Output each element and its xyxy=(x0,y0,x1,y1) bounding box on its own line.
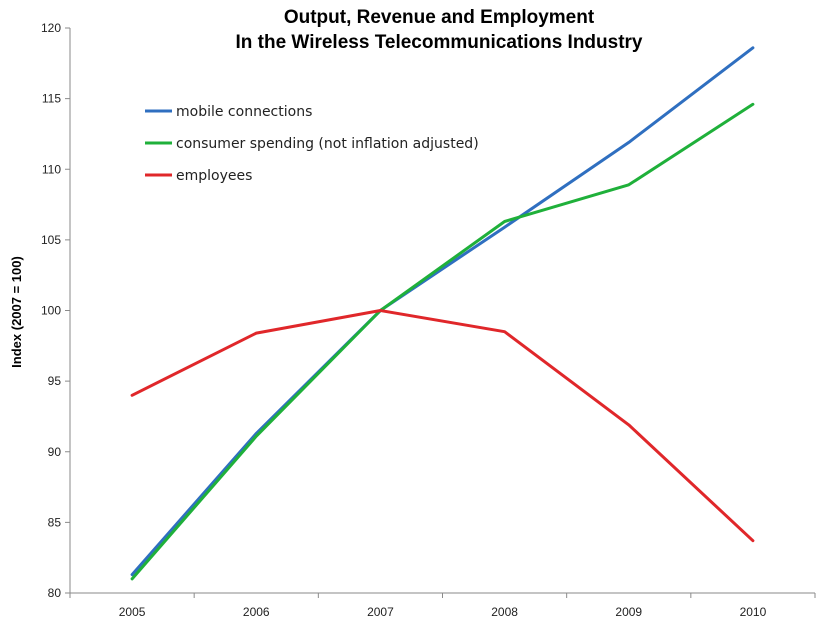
series-layer xyxy=(130,46,755,581)
y-tick-label: 80 xyxy=(48,586,62,600)
y-tick-label: 105 xyxy=(41,233,61,247)
y-tick-label: 110 xyxy=(42,162,61,176)
legend-label-1: consumer spending (not inflation adjuste… xyxy=(176,136,479,152)
x-tick-label: 2008 xyxy=(491,605,518,619)
legend: mobile connections consumer spending (not… xyxy=(145,104,479,184)
x-tick-label: 2007 xyxy=(367,605,394,619)
y-tick-label: 115 xyxy=(42,92,61,106)
y-tick-label: 100 xyxy=(41,304,61,318)
series-line-0 xyxy=(130,46,755,577)
chart-subtitle: In the Wireless Telecommunications Indus… xyxy=(235,32,642,53)
legend-label-2: employees xyxy=(176,168,252,184)
axes: 80 85 90 95 100 105 110 115 120 2005 2006 2007 2008 2… xyxy=(41,21,816,619)
series-line-1 xyxy=(130,102,755,581)
x-tick-label: 2010 xyxy=(740,605,767,619)
x-tick-label: 2006 xyxy=(243,605,270,619)
legend-label-0: mobile connections xyxy=(176,104,312,120)
chart-title: Output, Revenue and Employment xyxy=(284,7,595,28)
x-tick-label: 2009 xyxy=(615,605,642,619)
y-tick-label: 95 xyxy=(48,374,62,388)
y-tick-label: 90 xyxy=(48,445,62,459)
series-line-2 xyxy=(130,309,755,543)
x-tick-label: 2005 xyxy=(119,605,146,619)
y-tick-label: 85 xyxy=(48,515,62,529)
y-tick-label: 120 xyxy=(41,21,61,35)
y-axis-label: Index (2007 = 100) xyxy=(9,256,24,368)
